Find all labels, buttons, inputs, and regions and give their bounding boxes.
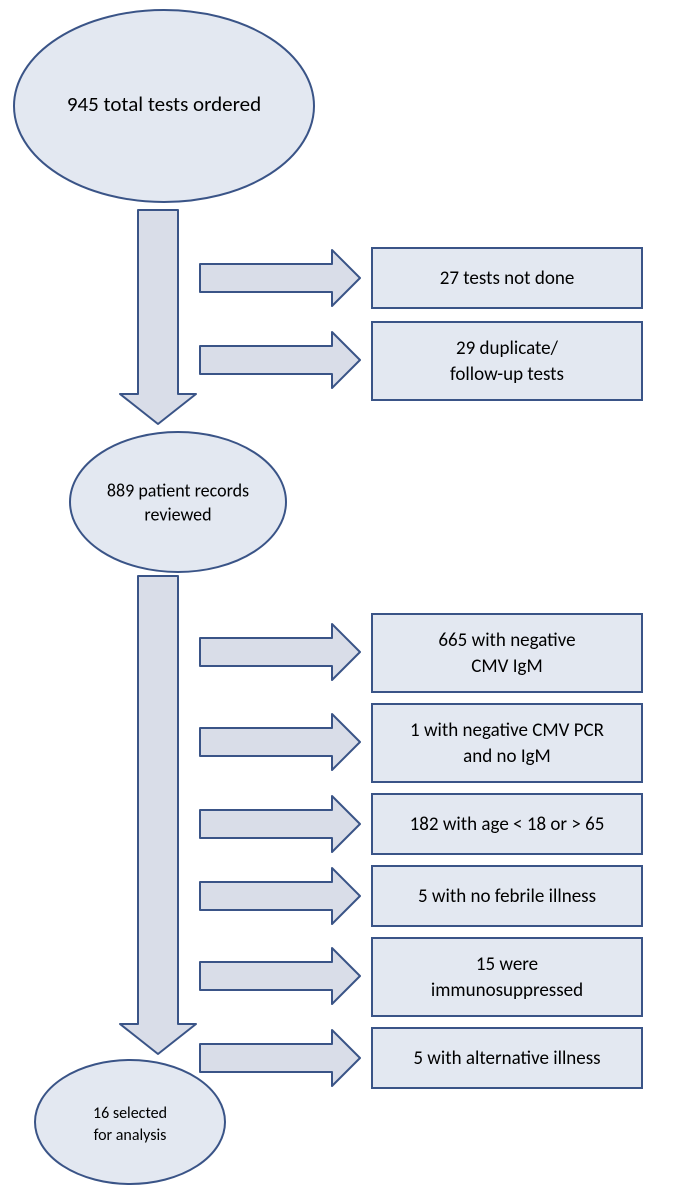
box-label: 182 with age < 18 or > 65 [410,813,605,836]
ellipse-label: 16 selected [93,1104,167,1123]
box-label: 5 with no febrile illness [418,885,596,908]
flowchart-box-r3 [372,614,642,692]
flowchart-box-r4 [372,704,642,782]
right-arrow [200,948,360,1004]
box-label: CMV IgM [471,655,542,678]
box-label: 5 with alternative illness [413,1047,600,1070]
down-arrow [120,210,196,424]
ellipse-label: 945 total tests ordered [67,91,261,117]
ellipse-label: reviewed [144,503,211,525]
right-arrow [200,1030,360,1086]
box-label: immunosuppressed [431,979,583,1002]
right-arrow [200,332,360,388]
ellipse-label: 889 patient records [107,479,249,501]
flowchart-box-r7 [372,938,642,1016]
flowchart-ellipse-e2 [70,432,286,572]
down-arrow [120,576,196,1054]
right-arrow [200,250,360,306]
flowchart-box-r2 [372,322,642,400]
box-label: 1 with negative CMV PCR [410,719,605,742]
box-label: 665 with negative [438,629,575,652]
box-label: and no IgM [463,745,551,768]
right-arrow [200,624,360,680]
box-label: follow-up tests [450,363,564,386]
box-label: 29 duplicate/ [456,337,559,360]
right-arrow [200,868,360,924]
box-label: 15 were [476,953,538,976]
box-label: 27 tests not done [440,267,575,290]
right-arrow [200,714,360,770]
ellipse-label: for analysis [94,1126,167,1145]
right-arrow [200,796,360,852]
